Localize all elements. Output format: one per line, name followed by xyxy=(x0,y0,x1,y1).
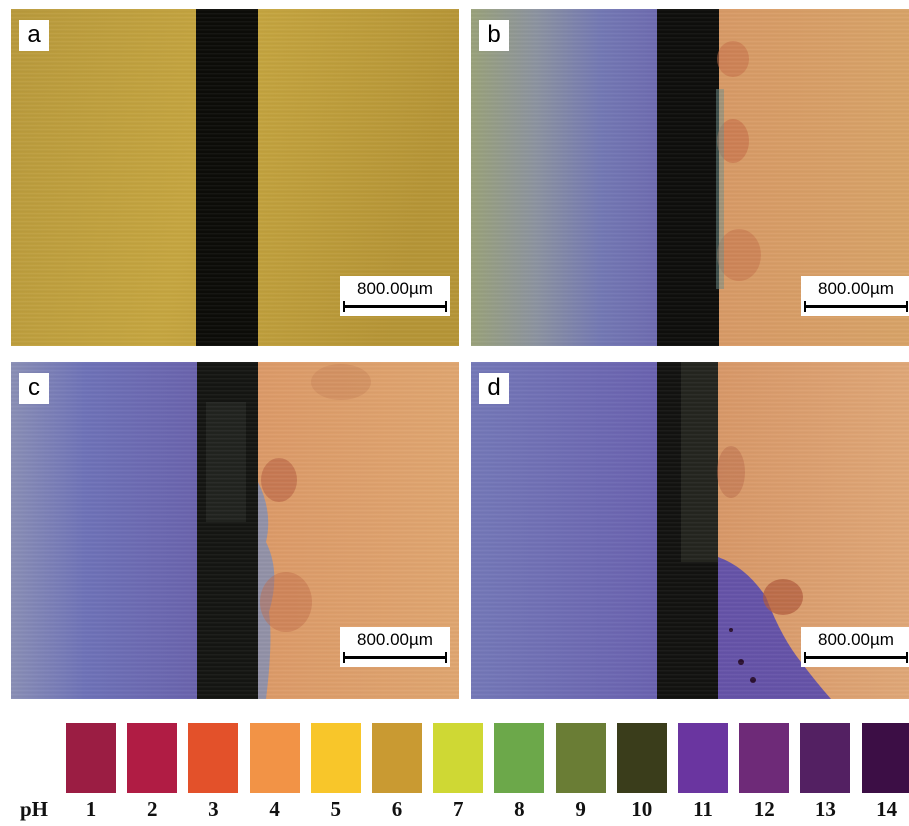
scale-bar-line xyxy=(804,652,908,663)
ph-swatch xyxy=(310,723,361,793)
scale-bar-line xyxy=(804,301,908,312)
ph-value-label: 6 xyxy=(391,797,403,821)
scale-bar-line xyxy=(343,652,447,663)
ph-value-label: 14 xyxy=(876,797,898,821)
ph-swatch xyxy=(616,723,667,793)
ph-swatch xyxy=(66,723,116,793)
ph-value-label: 5 xyxy=(330,797,342,821)
ph-swatch xyxy=(249,723,300,793)
ph-value-label: 11 xyxy=(693,797,713,821)
scale-bar-label: 800.00µm xyxy=(818,279,894,298)
panel-label: c xyxy=(19,373,49,404)
scale-bar-line xyxy=(343,301,447,312)
scale-bar-box: 800.00µm xyxy=(340,627,450,667)
ph-swatch xyxy=(433,723,484,793)
ph-swatch xyxy=(494,723,545,793)
micrograph-image-b xyxy=(471,9,909,346)
ph-value-label: 10 xyxy=(631,797,653,821)
ph-swatch xyxy=(555,723,606,793)
scale-bar-box: 800.00µm xyxy=(340,276,450,316)
ph-legend-prefix: pH xyxy=(20,797,49,821)
ph-value-label: 13 xyxy=(814,797,836,821)
scale-bar-label: 800.00µm xyxy=(818,630,894,649)
micrograph-panel-b: b 800.00µm xyxy=(471,9,909,346)
ph-swatch xyxy=(127,723,178,793)
scale-bar-label: 800.00µm xyxy=(357,279,433,298)
ph-swatch xyxy=(372,723,422,793)
ph-swatch xyxy=(800,723,851,793)
ph-value-label: 1 xyxy=(85,797,97,821)
scale-bar-box: 800.00µm xyxy=(801,276,909,316)
panel-label: d xyxy=(479,373,509,404)
panel-label: b xyxy=(479,20,509,51)
scale-bar-box: 800.00µm xyxy=(801,627,909,667)
scale-bar-label: 800.00µm xyxy=(357,630,433,649)
ph-value-label: 7 xyxy=(452,797,464,821)
ph-value-label: 4 xyxy=(269,797,280,821)
ph-value-label: 9 xyxy=(575,797,586,821)
ph-swatch xyxy=(739,723,790,793)
ph-value-label: 8 xyxy=(514,797,525,821)
micrograph-image-a xyxy=(11,9,459,346)
panel-label: a xyxy=(19,20,49,51)
micrograph-panel-d: d 800.00µm xyxy=(471,362,909,699)
ph-swatch xyxy=(188,723,239,793)
ph-value-label: 2 xyxy=(146,797,158,821)
micrograph-panel-a: a 800.00µm xyxy=(11,9,459,346)
ph-swatch xyxy=(861,723,909,793)
ph-swatch xyxy=(678,723,728,793)
ph-value-label: 12 xyxy=(753,797,775,821)
micrograph-panel-c: c 800.00µm xyxy=(11,362,459,699)
ph-value-label: 3 xyxy=(208,797,219,821)
